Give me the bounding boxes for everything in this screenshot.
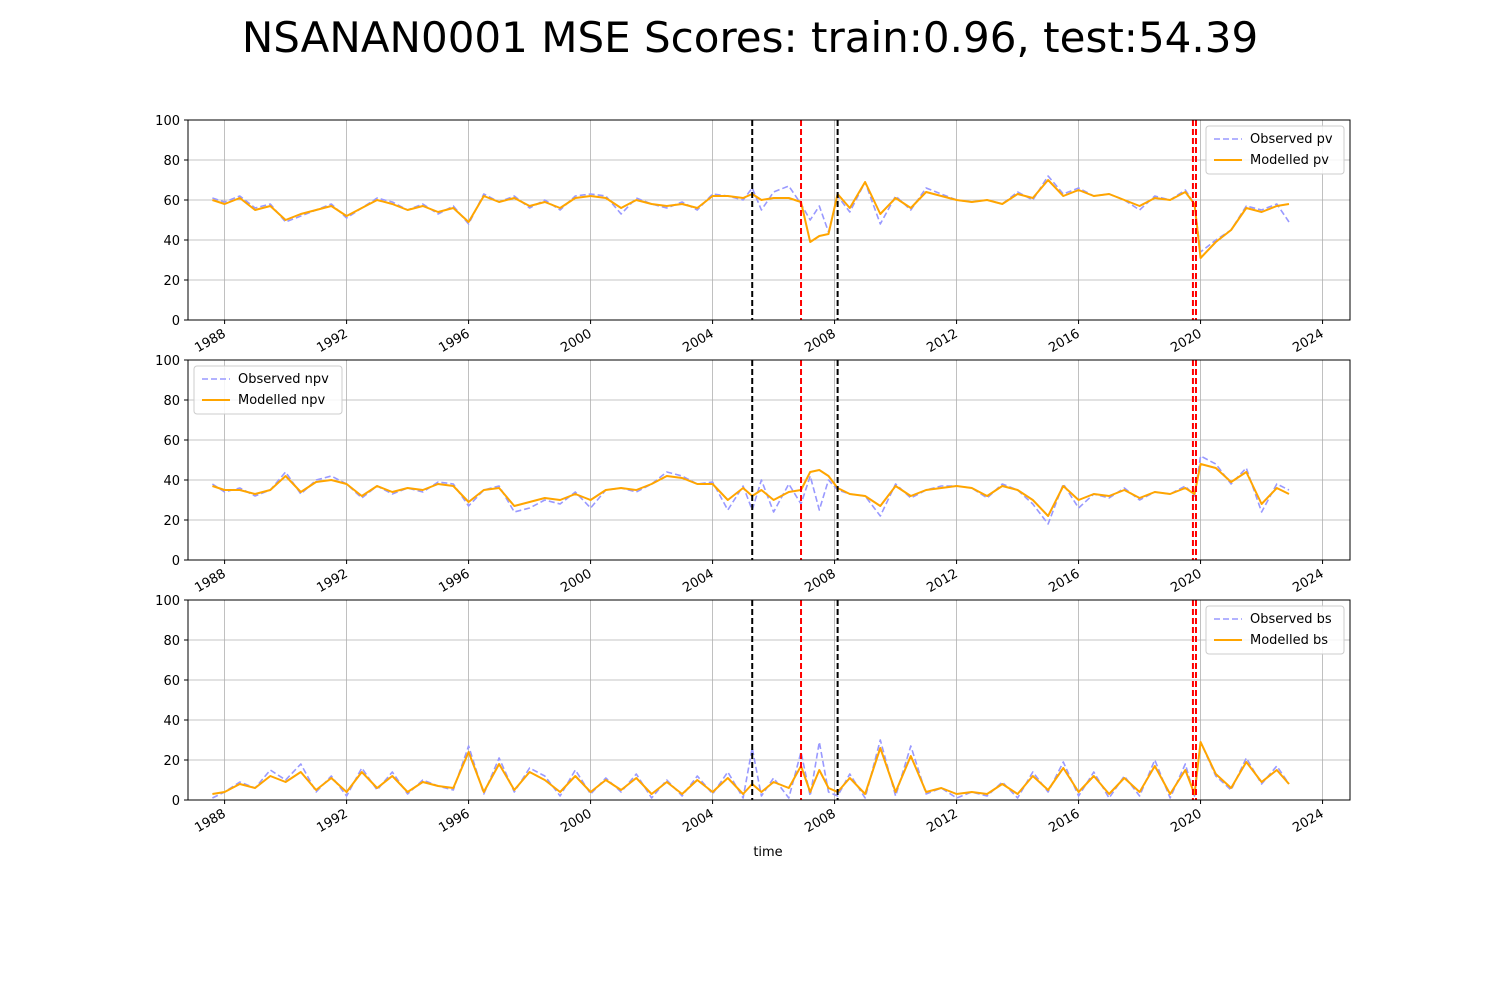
legend: Observed npv Modelled npv — [193, 365, 343, 415]
modelled-series-line — [212, 463, 1290, 517]
legend-box — [193, 365, 343, 415]
x-tick-label: 2024 — [1290, 806, 1326, 836]
x-tick-label: 1992 — [314, 566, 350, 596]
axes-frame — [187, 359, 1351, 561]
legend-label: Observed npv — [238, 372, 329, 387]
x-tick-label: 2000 — [558, 326, 594, 356]
x-tick-label: 2024 — [1290, 566, 1326, 596]
legend: Observed pv Modelled pv — [1205, 125, 1345, 175]
axes-frame — [187, 599, 1351, 801]
y-tick-label: 100 — [155, 114, 180, 129]
y-tick-label: 60 — [163, 674, 180, 689]
legend-label: Observed pv — [1250, 132, 1333, 147]
x-tick-label: 2012 — [924, 806, 960, 836]
chart-title: NSANAN0001 MSE Scores: train:0.96, test:… — [242, 13, 1258, 62]
panel-pv: 0 20 40 60 80 100 1988 1992 1996 2000 2004 2008 2012… — [155, 114, 1351, 356]
modelled-series-line — [212, 179, 1290, 259]
legend-box — [1205, 125, 1345, 175]
modelled-series-line — [212, 741, 1290, 795]
y-tick-label: 60 — [163, 194, 180, 209]
panel-npv: 0 20 40 60 80 100 1988 1992 1996 2000 2004 2008 2012… — [155, 354, 1351, 596]
legend-label: Observed bs — [1250, 612, 1332, 627]
x-tick-label: 1988 — [192, 326, 228, 356]
x-tick-label: 2016 — [1046, 326, 1082, 356]
y-tick-label: 0 — [172, 794, 180, 809]
x-tick-label: 2008 — [802, 566, 838, 596]
x-tick-label: 2020 — [1168, 806, 1204, 836]
x-tick-label: 2024 — [1290, 326, 1326, 356]
y-tick-label: 80 — [163, 154, 180, 169]
x-tick-label: 1992 — [314, 806, 350, 836]
y-tick-label: 100 — [155, 594, 180, 609]
x-tick-label: 2016 — [1046, 566, 1082, 596]
y-tick-label: 100 — [155, 354, 180, 369]
y-tick-label: 0 — [172, 554, 180, 569]
legend-box — [1205, 605, 1345, 655]
legend: Observed bs Modelled bs — [1205, 605, 1345, 655]
y-tick-label: 40 — [163, 474, 180, 489]
observed-series-line — [212, 739, 1290, 799]
x-tick-label: 2012 — [924, 566, 960, 596]
legend-label: Modelled npv — [238, 393, 326, 408]
y-tick-label: 80 — [163, 394, 180, 409]
x-tick-label: 1992 — [314, 326, 350, 356]
x-tick-label: 2016 — [1046, 806, 1082, 836]
y-tick-label: 40 — [163, 714, 180, 729]
legend-label: Modelled pv — [1250, 153, 1329, 168]
x-tick-label: 2020 — [1168, 566, 1204, 596]
observed-series-line — [212, 175, 1290, 253]
x-tick-label: 1996 — [436, 806, 472, 836]
y-tick-label: 40 — [163, 234, 180, 249]
y-tick-label: 60 — [163, 434, 180, 449]
x-tick-label: 2004 — [680, 806, 716, 836]
x-tick-label: 1988 — [192, 806, 228, 836]
x-tick-label: 2020 — [1168, 326, 1204, 356]
panel-bs: 0 20 40 60 80 100 1988 1992 1996 2000 2004 2008 2012… — [155, 594, 1351, 836]
y-tick-label: 20 — [163, 514, 180, 529]
x-tick-label: 2004 — [680, 566, 716, 596]
y-tick-label: 80 — [163, 634, 180, 649]
legend-label: Modelled bs — [1250, 633, 1328, 648]
x-tick-label: 1996 — [436, 326, 472, 356]
x-tick-label: 2008 — [802, 806, 838, 836]
x-tick-label: 1988 — [192, 566, 228, 596]
x-tick-label: 2012 — [924, 326, 960, 356]
y-tick-label: 0 — [172, 314, 180, 329]
y-tick-label: 20 — [163, 274, 180, 289]
axes-frame — [187, 119, 1351, 321]
x-tick-label: 1996 — [436, 566, 472, 596]
x-tick-label: 2000 — [558, 806, 594, 836]
x-tick-label: 2000 — [558, 566, 594, 596]
y-tick-label: 20 — [163, 754, 180, 769]
x-tick-label: 2008 — [802, 326, 838, 356]
x-tick-label: 2004 — [680, 326, 716, 356]
observed-series-line — [211, 455, 1290, 525]
x-axis-label: time — [753, 845, 782, 860]
